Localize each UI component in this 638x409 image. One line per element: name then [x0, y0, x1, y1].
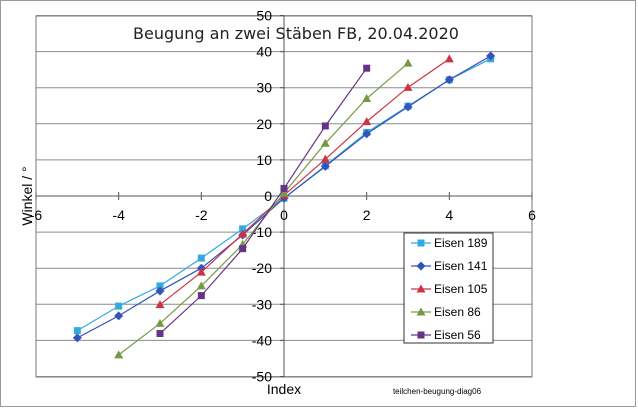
legend-item: Eisen 105	[411, 282, 488, 296]
data-point	[197, 292, 205, 300]
y-tick-label: 0	[264, 188, 272, 204]
legend-label: Eisen 56	[434, 328, 481, 342]
data-point	[156, 330, 164, 338]
legend-marker	[416, 284, 426, 293]
data-point	[72, 333, 82, 343]
series-5	[156, 64, 371, 338]
data-point	[362, 117, 372, 126]
x-tick-label: 6	[528, 207, 536, 223]
data-point	[238, 229, 248, 238]
data-point	[239, 245, 247, 253]
data-point	[320, 161, 330, 171]
data-point	[114, 350, 124, 359]
data-point	[403, 82, 413, 91]
data-point	[280, 184, 288, 192]
y-tick-label: -10	[252, 224, 272, 240]
legend-label: Eisen 105	[434, 282, 488, 296]
legend-item: Eisen 141	[411, 259, 488, 273]
legend-box	[403, 232, 494, 344]
data-point	[196, 281, 206, 290]
y-tick-label: -30	[252, 296, 272, 312]
data-point	[155, 286, 165, 296]
legend: Eisen 189 Eisen 141 Eisen 105 Eisen 86 Eisen…	[403, 232, 494, 344]
data-point	[320, 154, 330, 163]
data-point	[155, 300, 165, 309]
y-tick-label: -20	[252, 260, 272, 276]
x-tick-labels: -6 -4 -2 0 2 4 6	[30, 207, 536, 223]
series-line	[159, 58, 450, 306]
x-axis-label: Index	[267, 381, 301, 397]
data-point	[73, 327, 81, 335]
legend-marker	[416, 307, 426, 316]
y-axis-label: Winkel / °	[19, 166, 35, 225]
y-tick-label: 50	[256, 8, 272, 24]
y-tick-label: -50	[252, 369, 272, 385]
x-tick-label: -2	[195, 207, 208, 223]
data-point	[444, 54, 454, 63]
legend-label: Eisen 86	[434, 305, 481, 319]
y-tick-label: 20	[256, 116, 272, 132]
x-tick-label: 2	[363, 207, 371, 223]
series-layer	[72, 51, 496, 359]
legend-marker	[417, 331, 425, 339]
series-line	[159, 67, 368, 334]
legend-label: Eisen 141	[434, 259, 488, 273]
data-point	[362, 129, 372, 139]
legend-label: Eisen 189	[434, 236, 488, 250]
data-point	[320, 138, 330, 147]
x-tick-label: 0	[280, 207, 288, 223]
legend-marker	[416, 261, 426, 271]
source-note: teilchen-beugung-diag06	[393, 387, 482, 396]
data-point	[444, 75, 454, 85]
legend-item: Eisen 56	[411, 328, 481, 342]
x-tick-label: -6	[30, 207, 43, 223]
data-point	[362, 94, 372, 103]
y-tick-label: 10	[256, 152, 272, 168]
data-point	[321, 122, 329, 130]
data-point	[196, 267, 206, 276]
data-point	[197, 254, 205, 262]
data-point	[115, 302, 123, 310]
data-point	[363, 64, 371, 72]
data-point	[403, 58, 413, 67]
legend-marker	[417, 239, 425, 247]
y-tick-label: -40	[252, 332, 272, 348]
data-point	[155, 318, 165, 327]
data-point	[403, 102, 413, 112]
data-point	[239, 225, 247, 233]
y-tick-label: 40	[256, 44, 272, 60]
data-point	[114, 311, 124, 321]
data-point	[156, 282, 164, 290]
x-tick-label: 4	[445, 207, 453, 223]
legend-item: Eisen 86	[411, 305, 481, 319]
y-tick-label: 30	[256, 80, 272, 96]
data-point	[279, 188, 289, 197]
chart-title: Beugung an zwei Stäben FB, 20.04.2020	[133, 24, 459, 43]
legend-item: Eisen 189	[411, 236, 488, 250]
x-tick-label: -4	[112, 207, 125, 223]
y-tick-labels: -50 -40 -30 -20 -10 0 10 20 30 40 50	[252, 8, 272, 385]
data-point	[486, 51, 496, 61]
